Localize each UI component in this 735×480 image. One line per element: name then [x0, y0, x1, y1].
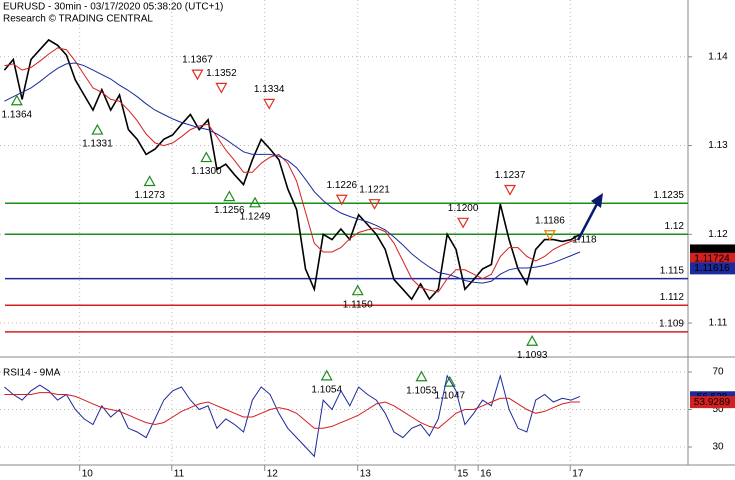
low-marker — [415, 370, 428, 382]
price-tag-label: 53.9289 — [694, 397, 731, 408]
annotation-label: 1.1237 — [495, 170, 526, 181]
series-line — [4, 47, 581, 293]
x-tick-label: 10 — [82, 469, 94, 480]
annotation-label: 1.1186 — [535, 215, 565, 226]
level-label: 1.112 — [660, 292, 685, 303]
panel-title: RSI14 - 9MA — [3, 368, 61, 379]
chart-subtitle: Research © TRADING CENTRAL — [3, 14, 153, 25]
chart-title: EURUSD - 30min - 03/17/2020 05:38:20 (UT… — [3, 2, 223, 13]
price-tag-label: 1.11616 — [694, 263, 730, 274]
annotation-label: 1.1053 — [406, 385, 437, 396]
low-marker — [223, 190, 236, 202]
high-marker — [191, 69, 204, 81]
annotation-label: 1.1256 — [214, 205, 245, 216]
y-tick-label: 1.11 — [709, 318, 728, 329]
annotation-label: 1.1249 — [240, 211, 271, 222]
low-marker — [351, 284, 364, 296]
high-marker — [368, 199, 381, 210]
low-marker — [526, 335, 539, 346]
x-tick-label: 16 — [480, 469, 492, 480]
low-marker — [443, 375, 456, 387]
low-marker — [91, 123, 104, 135]
forecast-arrowhead — [591, 193, 603, 208]
level-label: 1.12 — [665, 221, 685, 232]
x-tick-label: 15 — [457, 469, 469, 480]
annotation-label: 1.1364 — [2, 109, 33, 120]
x-tick-label: 12 — [267, 469, 279, 480]
low-marker — [200, 151, 213, 163]
annotation-label: 1.118 — [572, 235, 597, 246]
price-tag — [690, 396, 735, 409]
y-tick-label: 30 — [712, 442, 724, 453]
y-tick-label: 70 — [712, 367, 724, 378]
series-line — [3, 38, 581, 301]
low-marker — [10, 94, 23, 106]
annotation-label: 1.1150 — [343, 299, 373, 310]
high-marker — [543, 230, 556, 241]
annotation-label: 1.1054 — [311, 385, 342, 396]
low-marker — [248, 196, 262, 208]
annotation-label: 1.1047 — [435, 391, 466, 402]
annotation-label: 1.1352 — [206, 68, 237, 79]
level-label: 1.109 — [659, 319, 684, 330]
annotation-label: 1.1226 — [326, 180, 357, 191]
x-tick-label: 13 — [360, 469, 372, 480]
series-line — [4, 62, 581, 284]
annotation-label: 1.1331 — [82, 139, 113, 150]
x-tick-label: 17 — [572, 469, 584, 480]
annotation-label: 1.1273 — [134, 190, 165, 201]
high-marker — [215, 82, 228, 94]
annotation-label: 1.1221 — [359, 184, 390, 195]
y-tick-label: 1.13 — [708, 140, 728, 151]
annotation-label: 1.1093 — [517, 350, 548, 361]
high-marker — [457, 217, 470, 229]
level-label: 1.1235 — [653, 190, 684, 201]
y-tick-label: 1.14 — [708, 51, 728, 62]
high-marker — [335, 194, 348, 206]
level-label: 1.115 — [660, 265, 685, 276]
y-tick-label: 50 — [712, 404, 724, 415]
annotation-label: 1.1300 — [191, 166, 222, 177]
annotation-label: 1.1200 — [448, 203, 479, 214]
price-tag — [690, 252, 735, 265]
series-line — [4, 373, 581, 458]
high-marker — [504, 184, 517, 196]
annotation-label: 1.1334 — [254, 84, 285, 95]
low-marker — [143, 175, 156, 187]
series-line — [4, 392, 580, 429]
price-tag — [690, 262, 735, 275]
forecast-arrow — [576, 201, 600, 241]
x-tick-label: 11 — [174, 469, 185, 480]
price-tag-label: 1.11724 — [694, 253, 730, 264]
annotation-label: 1.1367 — [182, 55, 213, 66]
low-marker — [320, 369, 333, 381]
high-marker — [263, 98, 276, 110]
price-tag-label: 1.11818 — [694, 245, 730, 256]
y-tick-label: 1.12 — [708, 229, 728, 240]
